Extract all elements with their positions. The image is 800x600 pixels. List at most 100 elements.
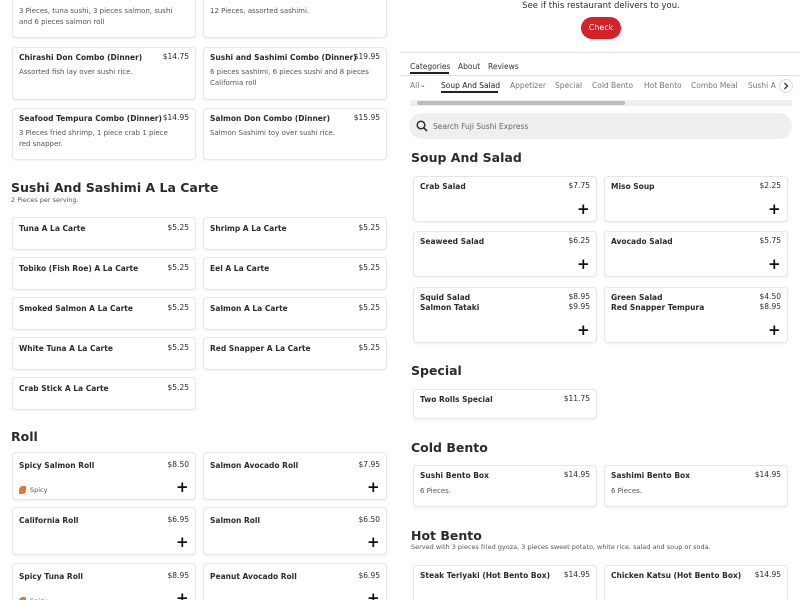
menu-card[interactable] — [12, 507, 196, 555]
add-button[interactable]: + — [577, 200, 590, 218]
menu-card[interactable] — [413, 389, 597, 419]
menu-card[interactable] — [203, 452, 387, 500]
item-price: $8.95 — [568, 292, 590, 301]
item-description: 6 pieces sashimi, 6 pieces sushi and 8 p… — [210, 68, 369, 87]
item-price: $5.25 — [167, 263, 189, 272]
tab[interactable]: Categories — [410, 62, 451, 71]
add-button[interactable]: + — [768, 255, 781, 273]
item-name: Tobiko (Fish Roe) A La Carte — [19, 264, 139, 273]
menu-card[interactable] — [203, 507, 387, 555]
menu-card[interactable] — [12, 257, 196, 290]
item-price: $7.75 — [568, 181, 590, 190]
item-name: Seafood Tempura Combo (Dinner) — [19, 114, 162, 123]
menu-card[interactable] — [203, 47, 387, 100]
category-tab[interactable]: All — [410, 81, 420, 90]
item-name: Sushi Bento Box — [420, 471, 489, 480]
add-button[interactable]: + — [367, 478, 380, 496]
menu-card[interactable] — [203, 563, 387, 600]
search-box[interactable] — [409, 113, 792, 139]
item-price: $14.95 — [754, 570, 781, 579]
item-price: $5.25 — [167, 223, 189, 232]
item-name: Chirashi Don Combo (Dinner) — [19, 53, 143, 62]
menu-card[interactable] — [12, 47, 196, 100]
menu-card[interactable] — [12, 377, 196, 410]
menu-card[interactable] — [413, 465, 597, 507]
add-button[interactable]: + — [367, 533, 380, 551]
item-tag: Spicy — [30, 486, 48, 494]
section-title: Cold Bento — [411, 440, 488, 455]
add-button[interactable]: + — [577, 321, 590, 339]
scroll-thumb[interactable] — [417, 101, 625, 105]
item-name: Avocado Salad — [611, 237, 673, 246]
category-tab[interactable]: Appetizer — [510, 81, 546, 90]
item-name: Squid Salad — [420, 293, 471, 302]
item-price: $6.50 — [358, 515, 380, 524]
menu-card[interactable] — [203, 337, 387, 370]
menu-card[interactable] — [604, 465, 788, 507]
menu-card[interactable] — [413, 176, 597, 222]
menu-card[interactable] — [12, 108, 196, 160]
item-description: Salmon Sashimi toy over sushi rice. — [210, 129, 335, 137]
category-tab[interactable]: Cold Bento — [592, 81, 634, 90]
item-name: Crab Stick A La Carte — [19, 384, 109, 393]
menu-card[interactable] — [413, 565, 597, 600]
item-price: $9.95 — [568, 302, 590, 311]
menu-card[interactable] — [413, 231, 597, 277]
item-name: Chicken Katsu (Hot Bento Box) — [611, 571, 742, 580]
item-name: Smoked Salmon A La Carte — [19, 304, 133, 313]
item-name: Sashimi Bento Box — [611, 471, 691, 480]
menu-card[interactable] — [12, 452, 196, 500]
menu-card[interactable] — [604, 287, 788, 343]
category-tab[interactable]: Special — [555, 81, 583, 90]
menu-card[interactable] — [12, 297, 196, 330]
section-title: Roll — [11, 429, 38, 444]
check-button[interactable]: Check — [581, 17, 621, 39]
divider — [400, 52, 800, 53]
item-price: $14.95 — [563, 570, 590, 579]
section-title: Sushi And Sashimi A La Carte — [11, 180, 219, 195]
add-button[interactable]: + — [176, 589, 189, 600]
category-tab[interactable]: Hot Bento — [644, 81, 682, 90]
tab[interactable]: Reviews — [488, 62, 519, 71]
category-tab[interactable]: Combo Meal — [691, 81, 738, 90]
chevron: ⌄ — [420, 81, 426, 89]
menu-card[interactable] — [413, 287, 597, 343]
category-tab[interactable]: Sushi A — [748, 81, 776, 90]
menu-card[interactable] — [203, 108, 387, 160]
menu-card[interactable] — [203, 257, 387, 290]
item-price: $14.75 — [162, 52, 189, 61]
section-subtitle: 2 Pieces per serving. — [11, 196, 79, 204]
item-price: $6.95 — [167, 515, 189, 524]
section-title: Special — [411, 363, 462, 378]
section-title: Soup And Salad — [411, 150, 522, 165]
tab-underline — [410, 72, 449, 74]
add-button[interactable]: + — [176, 478, 189, 496]
menu-card[interactable] — [604, 176, 788, 222]
scroll-right-button[interactable] — [779, 79, 793, 93]
item-price: $4.50 — [759, 292, 781, 301]
section-subtitle: Served with 3 pieces fried gyoza, 3 piec… — [411, 543, 711, 551]
add-button[interactable]: + — [768, 200, 781, 218]
menu-card[interactable] — [203, 297, 387, 330]
tab[interactable]: About — [458, 62, 481, 71]
item-name: Spicy Salmon Roll — [19, 461, 95, 470]
add-button[interactable]: + — [768, 321, 781, 339]
menu-card[interactable] — [12, 217, 196, 250]
category-tab[interactable]: Soup And Salad — [441, 81, 501, 90]
menu-card[interactable] — [12, 563, 196, 600]
delivery-prompt: See if this restaurant delivers to you. — [522, 1, 680, 11]
menu-card[interactable] — [12, 337, 196, 370]
menu-card[interactable] — [12, 0, 196, 38]
menu-card[interactable] — [203, 217, 387, 250]
item-price: $14.95 — [563, 470, 590, 479]
menu-card[interactable] — [604, 231, 788, 277]
add-button[interactable]: + — [577, 255, 590, 273]
add-button[interactable]: + — [176, 533, 189, 551]
item-description: Assorted fish lay over sushi rice. — [19, 68, 133, 76]
menu-card[interactable] — [203, 0, 387, 38]
item-price: $8.50 — [167, 460, 189, 469]
menu-card[interactable] — [604, 565, 788, 600]
add-button[interactable]: + — [367, 589, 380, 600]
item-name: Red Snapper A La Carte — [210, 344, 311, 353]
item-price: $5.75 — [759, 236, 781, 245]
